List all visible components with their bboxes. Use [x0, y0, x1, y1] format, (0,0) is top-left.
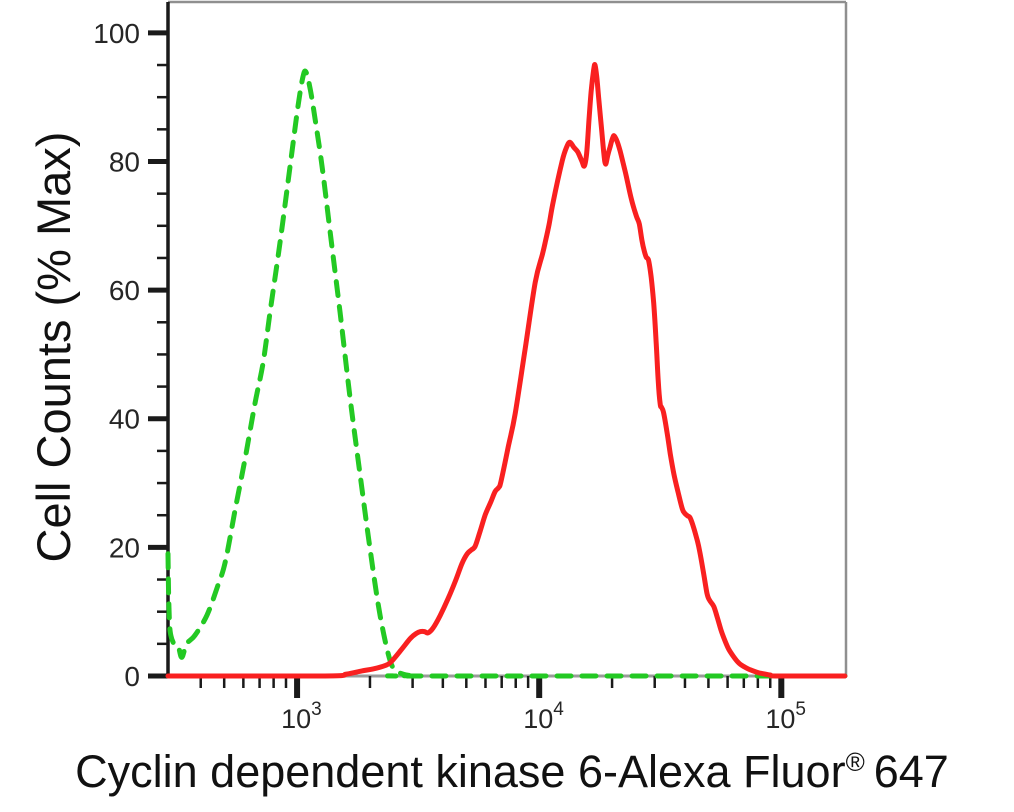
y-axis-title: Cell Counts (% Max) [27, 131, 80, 563]
x-tick-label: 103 [281, 699, 322, 734]
x-axis-title-text: Cyclin dependent kinase 6-Alexa Fluor [75, 746, 846, 797]
registered-trademark-symbol: ® [845, 747, 865, 777]
y-tick-label: 100 [93, 18, 140, 49]
y-tick-label: 40 [109, 404, 140, 435]
y-tick-label: 20 [109, 532, 140, 563]
y-tick-label: 0 [124, 661, 140, 692]
control-curve-green-dashed [165, 68, 848, 679]
x-tick-label: 105 [765, 699, 806, 734]
x-axis-title-number: 647 [873, 746, 949, 797]
y-tick-label: 80 [109, 146, 140, 177]
y-tick-label: 60 [109, 275, 140, 306]
x-axis-title: Cyclin dependent kinase 6-Alexa Fluor® 64… [0, 746, 1014, 798]
sample-curve-red-solid [165, 62, 848, 679]
x-tick-label: 104 [523, 699, 564, 734]
